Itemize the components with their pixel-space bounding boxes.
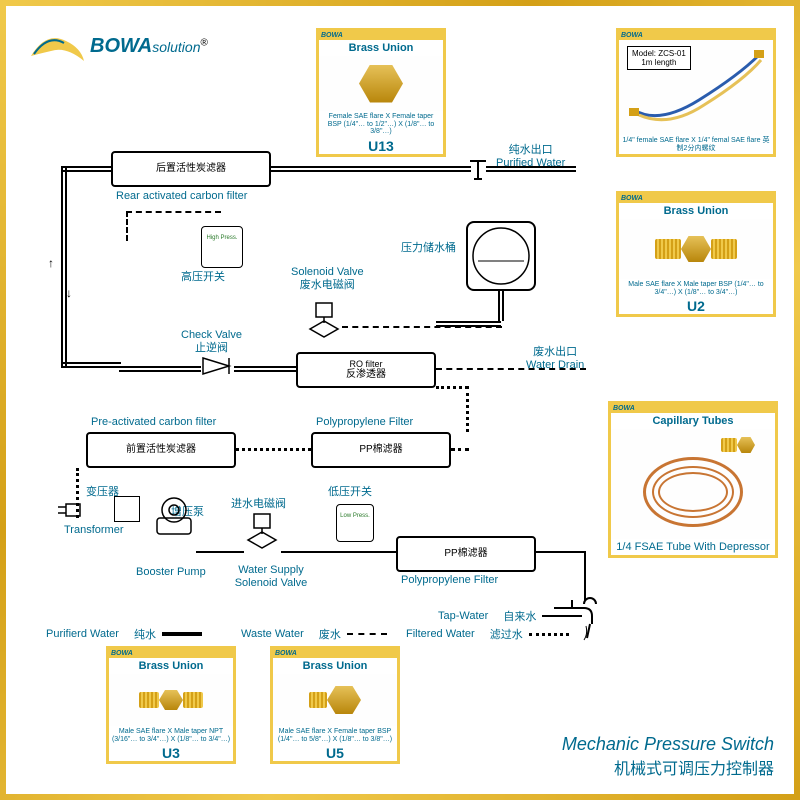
legend-tap: Tap-Water 自来水	[438, 608, 582, 624]
pipe	[584, 551, 586, 601]
legend-filtered: Filtered Water 滤过水	[406, 626, 569, 642]
brass-union-icon	[619, 219, 773, 279]
card-u2: BOWA Brass Union Male SAE flare X Male t…	[616, 191, 776, 317]
transformer	[114, 496, 140, 522]
brass-union-icon	[273, 674, 397, 726]
pipe	[196, 551, 244, 553]
pipe	[436, 321, 501, 327]
card-u3: BOWA Brass Union Male SAE flare X Male t…	[106, 646, 236, 764]
footer-title: Mechanic Pressure Switch 机械式可调压力控制器	[562, 734, 774, 779]
transformer-en-label: Transformer	[64, 524, 124, 537]
pp-filter2-label: Polypropylene Filter	[401, 574, 498, 587]
card-title: Capillary Tubes	[611, 413, 775, 429]
tank-label: 压力储水桶	[401, 242, 456, 255]
pp-filter-label: Polypropylene Filter	[316, 416, 413, 429]
pipe	[498, 291, 504, 321]
ro-filter: RO filter 反渗透器	[296, 352, 436, 388]
solenoid-valve-icon	[306, 301, 342, 343]
card-zcs: BOWA Model: ZCS-011m length 1/4" female …	[616, 28, 776, 157]
pipe	[119, 366, 201, 372]
logo-text: BOWAsolution®	[90, 35, 208, 58]
capillary-tube-icon	[611, 429, 775, 539]
rear-carbon-filter: 后置活性炭滤器	[111, 151, 271, 187]
card-code: U3	[109, 745, 233, 761]
card-title: Brass Union	[619, 203, 773, 219]
pipe	[234, 366, 296, 372]
high-press-label: 高压开关	[181, 271, 225, 284]
card-desc: 1/4" female SAE flare X 1/4" femal SAE f…	[619, 135, 773, 154]
supply-valve-cn-label: 进水电磁阀	[231, 498, 286, 511]
legend-purified: Purifierd Water 纯水	[46, 626, 202, 642]
supply-valve-en-label: Water Supply Solenoid Valve	[221, 564, 321, 590]
pipe	[61, 166, 67, 366]
pp-filter-2: PP棉滤器	[396, 536, 536, 572]
solenoid-label: Solenoid Valve废水电磁阀	[291, 266, 364, 292]
card-desc: Female SAE flare X Female taper BSP (1/4…	[319, 111, 443, 138]
card-code: U13	[319, 138, 443, 154]
purified-outlet-label: 纯水出口Purified Water	[496, 144, 565, 170]
pipe	[271, 166, 471, 172]
booster-pump-icon	[151, 494, 197, 540]
brass-union-icon	[109, 674, 233, 726]
pre-carbon-filter: 前置活性炭滤器	[86, 432, 236, 468]
low-pressure-switch: Low Press.	[336, 504, 374, 542]
pipe	[466, 386, 469, 432]
pre-filter-label: Pre-activated carbon filter	[91, 416, 216, 429]
flow-arrow-icon: ↑	[48, 256, 54, 270]
rear-filter-label: Rear activated carbon filter	[116, 190, 247, 203]
card-desc: Male SAE flare X Male taper NPT (3/16"… …	[109, 726, 233, 745]
low-press-cn-label: 低压开关	[328, 486, 372, 499]
card-title: Brass Union	[319, 40, 443, 56]
check-valve-icon	[201, 356, 235, 376]
supply-solenoid-icon	[244, 512, 280, 554]
pipe	[436, 386, 468, 389]
water-drain-label: 废水出口Water Drain	[526, 346, 584, 372]
high-pressure-switch: High Press.	[201, 226, 243, 268]
pipe	[61, 362, 121, 368]
pipe	[536, 551, 586, 553]
card-capillary: BOWA Capillary Tubes 1/4 FSAE Tube With …	[608, 401, 778, 558]
check-valve-label: Check Valve止逆阀	[181, 329, 242, 355]
legend-waste: Waste Water 废水	[241, 626, 387, 642]
pipe	[76, 468, 79, 518]
card-title: Brass Union	[109, 658, 233, 674]
booster-en-label: Booster Pump	[136, 566, 206, 579]
pipe	[61, 166, 111, 172]
card-code: U2	[619, 298, 773, 314]
card-desc: 1/4 FSAE Tube With Depressor	[611, 539, 775, 555]
card-desc: Male SAE flare X Female taper BSP (1/4"……	[273, 726, 397, 745]
page-root: BOWAsolution® BOWA Brass Union Female SA…	[0, 0, 800, 800]
pipe	[126, 211, 128, 241]
pipe	[236, 448, 311, 451]
card-desc: Male SAE flare X Male taper BSP (1/4"… t…	[619, 279, 773, 298]
pipe	[281, 551, 396, 553]
pressure-tank	[466, 221, 536, 291]
brand-logo: BOWAsolution®	[26, 26, 208, 66]
card-u13: BOWA Brass Union Female SAE flare X Fema…	[316, 28, 446, 157]
pipe	[451, 448, 469, 451]
card-u5: BOWA Brass Union Male SAE flare X Female…	[270, 646, 400, 764]
flow-arrow-icon: ↓	[66, 286, 72, 300]
card-title: Brass Union	[273, 658, 397, 674]
pipe	[126, 211, 221, 213]
brass-union-icon	[319, 56, 443, 111]
hose-icon: Model: ZCS-011m length	[619, 40, 773, 135]
pp-filter: PP棉滤器	[311, 432, 451, 468]
logo-swoosh-icon	[26, 26, 86, 66]
card-code: U5	[273, 745, 397, 761]
faucet-icon	[468, 156, 488, 184]
